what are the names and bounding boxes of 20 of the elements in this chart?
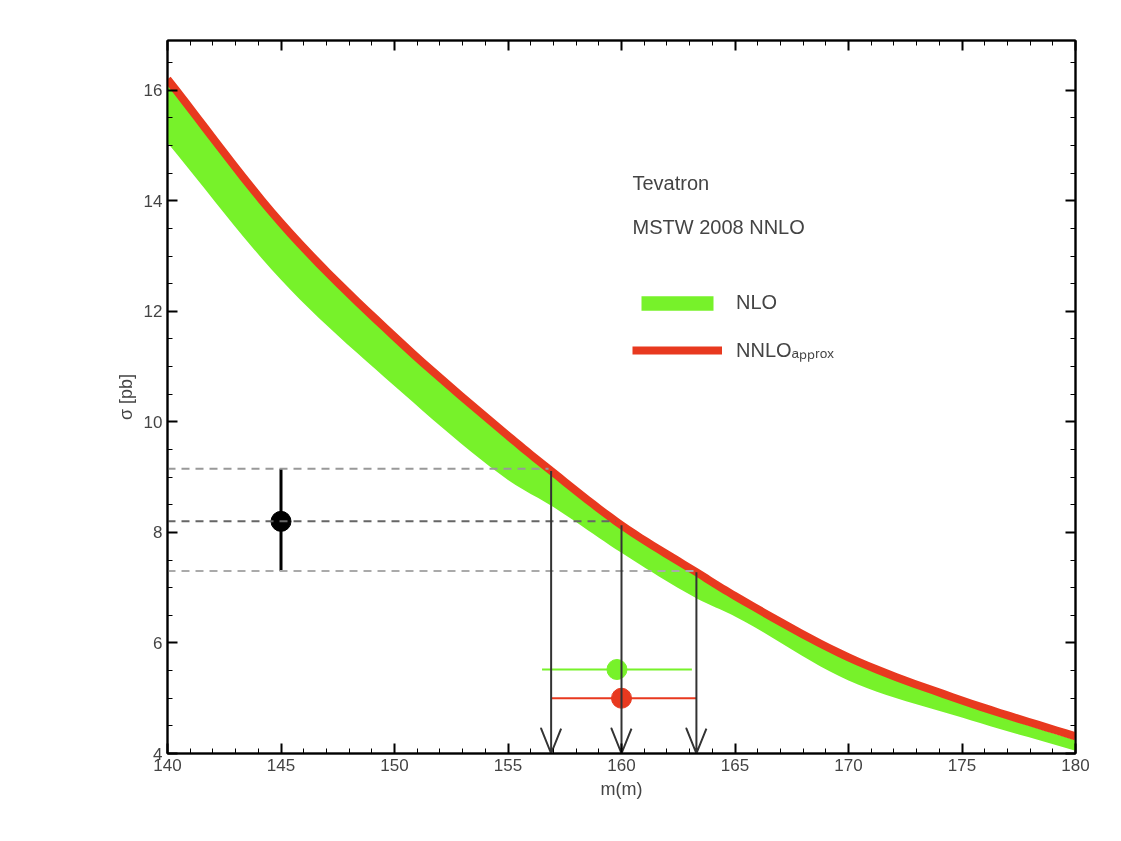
x-tick-label: 165 xyxy=(720,755,750,775)
x-tick-label: 150 xyxy=(380,755,409,775)
y-tick-label: 16 xyxy=(143,81,163,101)
x-tick-label: 145 xyxy=(266,755,296,775)
y-tick-label: 6 xyxy=(153,633,163,653)
y-tick-label: 10 xyxy=(143,412,163,432)
x-tick-label: 170 xyxy=(834,755,863,775)
y-axis-title: σ [pb] xyxy=(115,373,136,421)
legend-label: NNLOₐₚₚᵣₒₓ xyxy=(736,338,834,363)
x-tick-label: 160 xyxy=(607,755,636,775)
y-tick-label: 12 xyxy=(143,302,163,322)
x-tick-label: 175 xyxy=(947,755,977,775)
legend-title: Tevatron xyxy=(632,171,710,194)
x-tick-label: 155 xyxy=(493,755,523,775)
x-axis-title: m(m) xyxy=(600,778,643,799)
y-tick-label: 8 xyxy=(153,523,163,543)
x-tick-label: 180 xyxy=(1061,755,1090,775)
y-tick-label: 14 xyxy=(143,191,163,211)
legend-label: NLO xyxy=(736,291,778,314)
annotation: MSTW 2008 NNLO xyxy=(632,215,805,238)
